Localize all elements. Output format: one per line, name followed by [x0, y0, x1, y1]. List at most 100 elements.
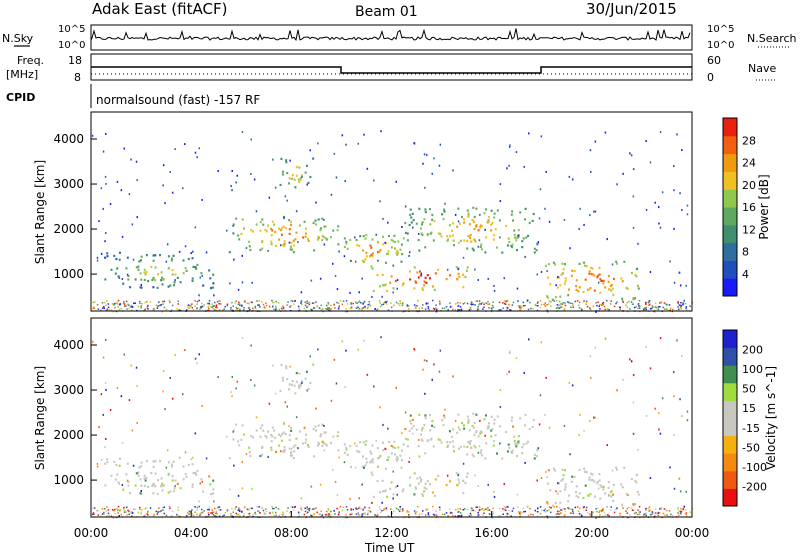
power-cell [349, 291, 351, 294]
velocity-cell [235, 423, 238, 426]
velocity-cell [313, 513, 316, 515]
velocity-cell [560, 479, 563, 482]
power-cell [490, 209, 493, 212]
power-cell [522, 301, 525, 304]
velocity-cell [160, 485, 163, 488]
velocity-cell [97, 514, 100, 516]
velocity-cell [280, 439, 283, 442]
power-cell [585, 303, 587, 305]
velocity-cell [548, 426, 551, 429]
velocity-cell [265, 436, 268, 439]
velocity-cell [677, 512, 679, 514]
velocity-cell [237, 440, 240, 443]
power-cell [398, 304, 401, 307]
power-cell [109, 203, 112, 205]
velocity-cell [330, 399, 333, 402]
power-cell [620, 277, 623, 280]
power-cell [300, 301, 302, 304]
velocity-cell [335, 382, 338, 385]
power-cell [194, 300, 196, 302]
power-cell [336, 229, 339, 232]
velocity-cell [427, 513, 430, 516]
velocity-cell [146, 513, 148, 515]
power-cell [387, 221, 389, 224]
velocity-cell [282, 450, 285, 453]
velocity-cell [395, 507, 398, 510]
velocity-cell [345, 448, 348, 451]
power-cell [364, 258, 367, 261]
velocity-cell [506, 515, 508, 518]
power-cell [129, 286, 132, 289]
velocity-cell [400, 466, 403, 469]
power-cell [379, 200, 381, 203]
power-cell [499, 200, 502, 203]
velocity-cell [212, 514, 215, 516]
power-cell [477, 308, 480, 310]
power-cell [160, 271, 163, 274]
velocity-cell [589, 514, 592, 517]
power-cell [508, 303, 510, 306]
power-cell [382, 284, 384, 287]
power-cell [198, 299, 200, 302]
power-cell [632, 297, 635, 300]
nsky-tick-bottom: 10^0 [58, 40, 85, 51]
nsky-tick-top: 10^5 [58, 24, 85, 35]
power-cell [604, 131, 607, 134]
colorbar-tick-label: -200 [742, 480, 767, 493]
velocity-cell [131, 429, 134, 432]
power-cell [385, 301, 387, 303]
power-cell [386, 289, 389, 292]
power-cell [214, 309, 216, 311]
power-cell [418, 307, 421, 310]
velocity-cell [317, 424, 320, 427]
power-cell [318, 236, 321, 240]
velocity-cell [241, 487, 244, 490]
power-cell [568, 288, 570, 291]
velocity-cell [152, 492, 155, 495]
velocity-cell [462, 479, 465, 482]
power-cell [402, 237, 405, 240]
velocity-cell [191, 463, 194, 466]
velocity-cell [504, 506, 507, 509]
power-cell [286, 304, 288, 306]
power-cell [327, 307, 329, 309]
power-cell [463, 221, 466, 224]
velocity-cell [521, 446, 524, 449]
velocity-cell [438, 370, 441, 373]
velocity-cell [525, 442, 528, 445]
velocity-cell [493, 418, 496, 421]
power-cell [305, 227, 307, 230]
power-cell [281, 173, 284, 176]
power-cell [410, 221, 413, 224]
velocity-cell [470, 514, 472, 516]
velocity-cell [682, 508, 684, 510]
power-cell [112, 311, 115, 313]
power-cell [433, 220, 436, 223]
velocity-cell [291, 454, 294, 457]
colorbar-tick-label: -100 [742, 461, 767, 474]
power-cell [336, 288, 339, 291]
velocity-cell [241, 510, 243, 513]
power-cell [182, 187, 184, 190]
power-cell [507, 300, 509, 302]
velocity-cell [286, 405, 288, 408]
velocity-cell [370, 452, 373, 455]
power-cell [385, 303, 388, 305]
velocity-cell [319, 483, 322, 486]
velocity-cell [282, 514, 284, 517]
power-cell [104, 240, 106, 243]
velocity-cell [216, 513, 219, 515]
colorbar-segment [723, 435, 737, 454]
power-cell [259, 221, 262, 224]
velocity-cell [484, 434, 486, 437]
power-cell [562, 268, 565, 271]
velocity-cell [491, 510, 494, 513]
power-cell [352, 302, 354, 305]
power-cell [546, 296, 549, 299]
velocity-cell [279, 389, 282, 393]
velocity-cell [147, 511, 149, 514]
velocity-cell [284, 401, 287, 404]
velocity-cell [540, 509, 543, 512]
velocity-cell [564, 508, 566, 510]
velocity-cell [598, 479, 601, 482]
